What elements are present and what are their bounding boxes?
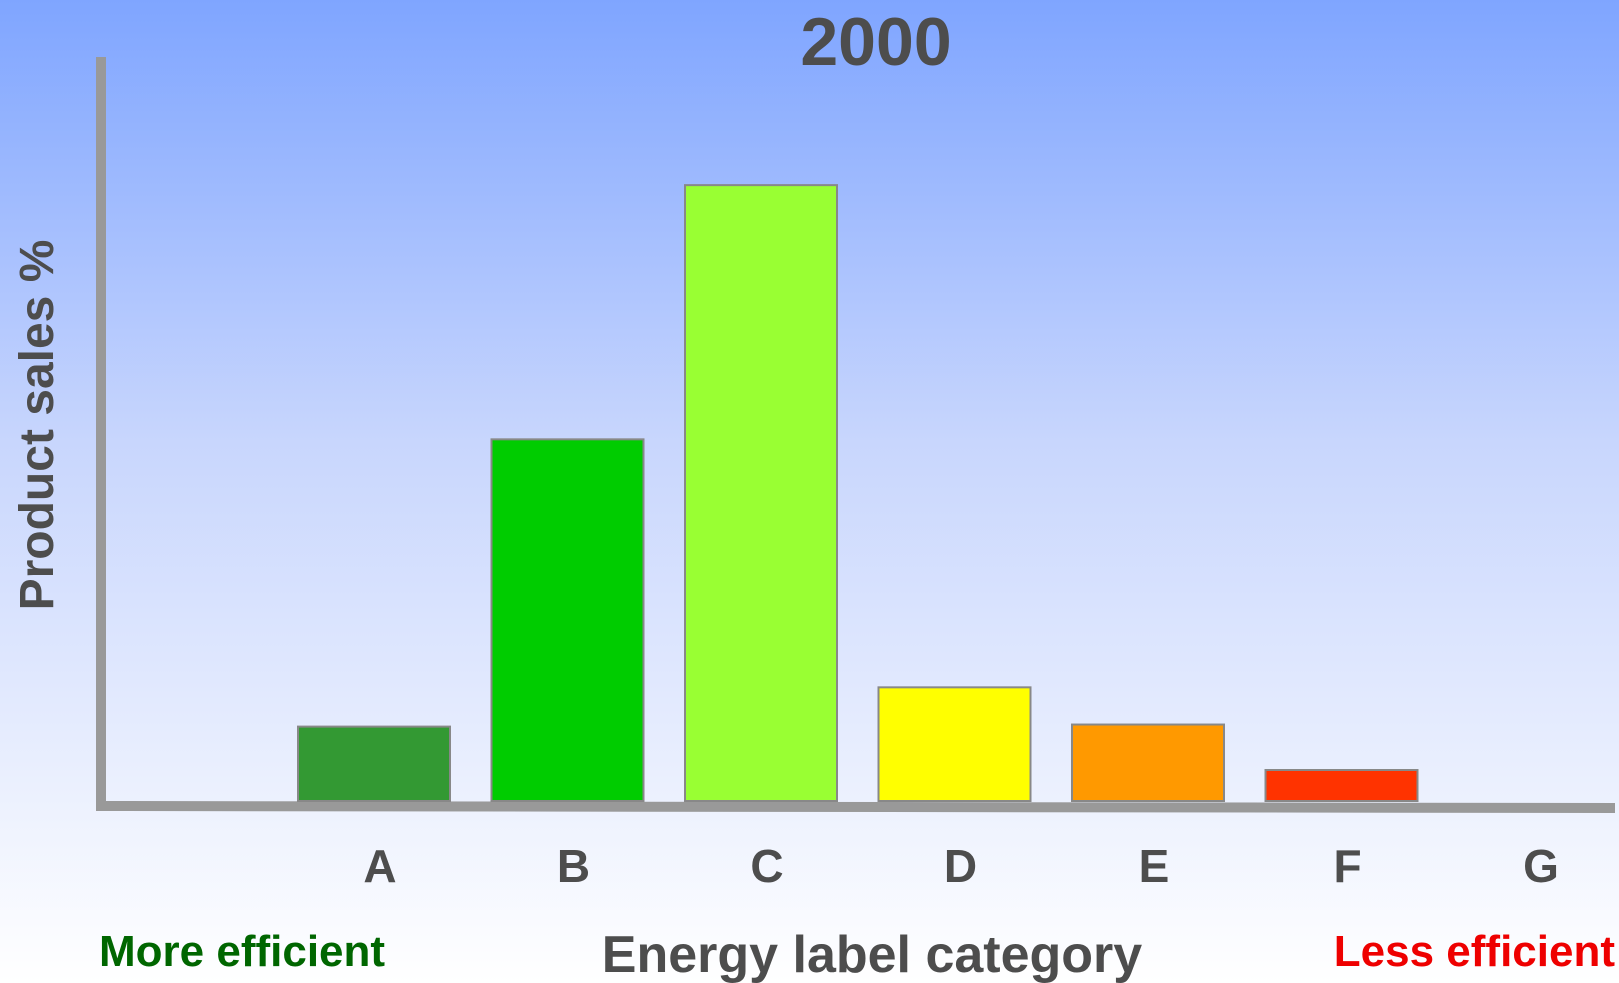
x-tick-label-c: C <box>750 840 783 892</box>
bar-f <box>1264 769 1419 802</box>
x-tick-labels: A B C D E F G <box>363 840 1559 892</box>
x-tick-label-g: G <box>1523 840 1559 892</box>
bar-d <box>877 686 1032 802</box>
y-axis-label: Product sales % <box>11 240 64 611</box>
x-tick-label-b: B <box>557 840 590 892</box>
bar-c <box>684 184 838 802</box>
x-tick-label-d: D <box>944 840 977 892</box>
x-tick-label-a: A <box>363 840 396 892</box>
bars-group <box>297 184 1419 802</box>
bar-e <box>1071 723 1225 802</box>
x-axis <box>95 801 1616 813</box>
more-efficient-note: More efficient <box>99 927 385 976</box>
bar-a <box>297 725 451 802</box>
chart-title: 2000 <box>800 4 951 80</box>
x-tick-label-f: F <box>1333 840 1361 892</box>
bar-b <box>490 438 645 802</box>
x-tick-label-e: E <box>1139 840 1170 892</box>
less-efficient-note: Less efficient <box>1334 927 1616 976</box>
x-axis-label: Energy label category <box>602 926 1143 983</box>
